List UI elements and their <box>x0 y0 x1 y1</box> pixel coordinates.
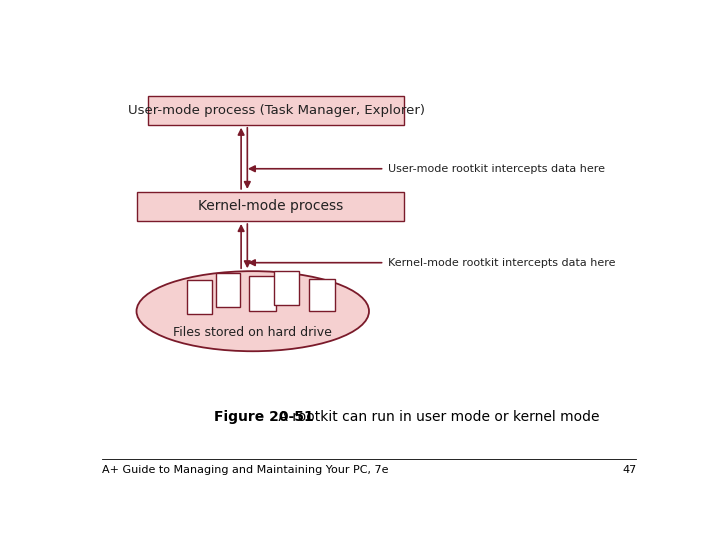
Text: Figure 20-51: Figure 20-51 <box>214 410 314 424</box>
Ellipse shape <box>137 271 369 351</box>
Text: A+ Guide to Managing and Maintaining Your PC, 7e: A+ Guide to Managing and Maintaining You… <box>102 465 388 475</box>
Text: A rootkit can run in user mode or kernel mode: A rootkit can run in user mode or kernel… <box>274 410 600 424</box>
Bar <box>249 276 276 311</box>
Bar <box>187 280 212 314</box>
Bar <box>309 279 335 311</box>
Text: Files stored on hard drive: Files stored on hard drive <box>174 326 332 339</box>
Text: Kernel-mode rootkit intercepts data here: Kernel-mode rootkit intercepts data here <box>388 258 616 268</box>
Bar <box>215 273 240 307</box>
Text: 47: 47 <box>622 465 636 475</box>
Text: User-mode rootkit intercepts data here: User-mode rootkit intercepts data here <box>388 164 606 174</box>
Bar <box>274 271 300 305</box>
Text: User-mode process (Task Manager, Explorer): User-mode process (Task Manager, Explore… <box>127 104 425 117</box>
Bar <box>137 192 404 221</box>
Text: Kernel-mode process: Kernel-mode process <box>197 199 343 213</box>
Bar <box>148 96 404 125</box>
